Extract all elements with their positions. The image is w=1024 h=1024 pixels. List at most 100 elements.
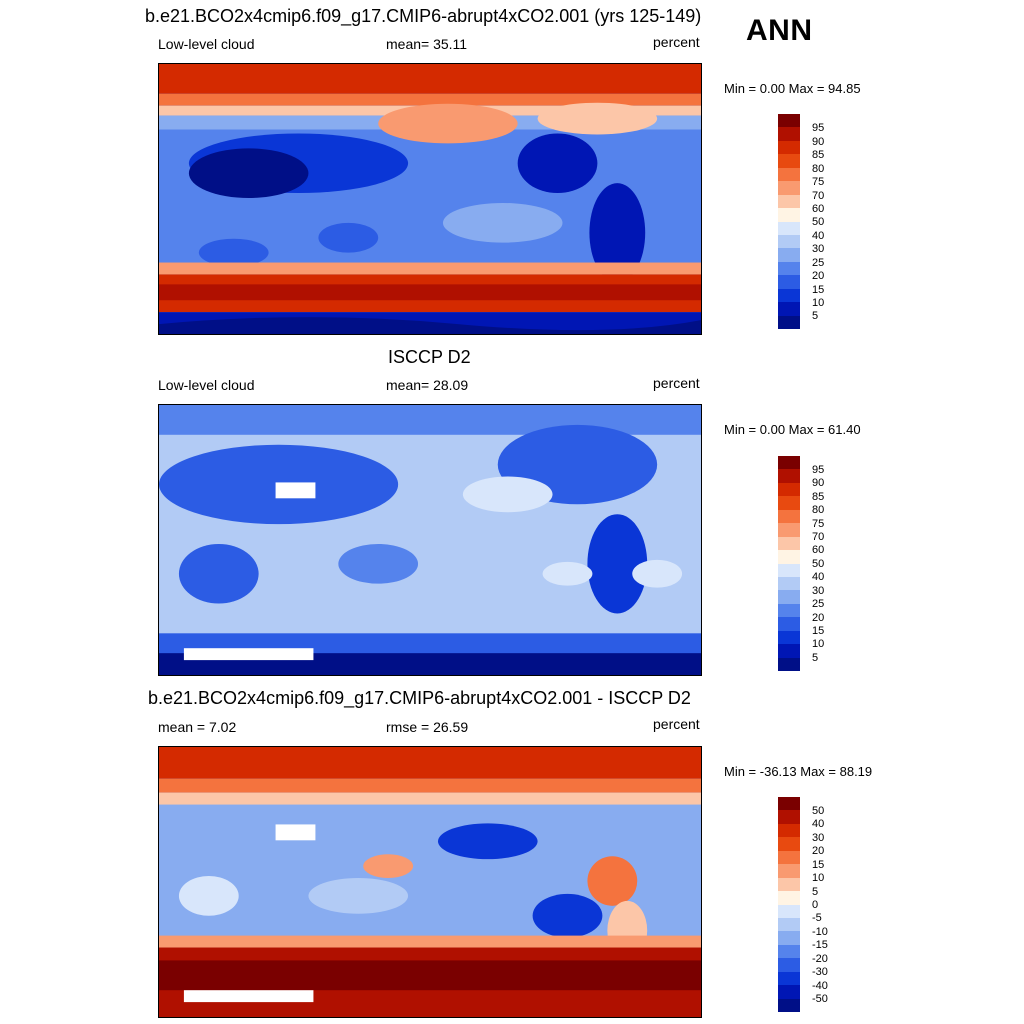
panel-2-colorbar-tick: 90: [812, 477, 825, 489]
panel-3-colorbar-tick: -30: [812, 966, 828, 978]
panel-1-colorbar-tick: 80: [812, 163, 825, 175]
panel-3-colorbar-swatch: [778, 958, 800, 972]
panel-1-colorbar-swatch: [778, 181, 800, 195]
panel-3-mean-label: mean = 7.02: [158, 719, 237, 735]
panel-2-units-label: percent: [653, 375, 700, 391]
panel-2-colorbar-tick: 40: [812, 571, 825, 583]
panel-2-colorbar-swatch: [778, 536, 800, 551]
panel-3-colorbar-swatch: [778, 917, 800, 932]
panel-2-colorbar-swatch: [778, 617, 800, 631]
panel-3-colorbar-swatch: [778, 971, 800, 986]
panel-3-colorbar: [778, 797, 800, 1012]
panel-1-colorbar-swatch: [778, 315, 800, 329]
panel-3-colorbar-tick: -20: [812, 953, 828, 965]
panel-1-colorbar-swatch: [778, 234, 800, 249]
panel-2-colorbar-swatch: [778, 523, 800, 537]
panel-2-colorbar-swatch: [778, 644, 800, 658]
panel-3-colorbar-tick: -5: [812, 912, 822, 924]
panel-3-colorbar-tick: -15: [812, 939, 828, 951]
panel-2-colorbar-swatch: [778, 509, 800, 524]
panel-1-colorbar-tick: 70: [812, 190, 825, 202]
panel-1-units-label: percent: [653, 34, 700, 50]
panel-2-map: [158, 404, 702, 676]
panel-3-colorbar-swatch: [778, 823, 800, 838]
panel-1-colorbar-tick: 30: [812, 243, 825, 255]
panel-1-colorbar-tick: 95: [812, 122, 825, 134]
panel-1-colorbar-swatch: [778, 288, 800, 303]
panel-2-colorbar-tick: 20: [812, 612, 825, 624]
panel-2-colorbar-tick: 75: [812, 518, 825, 530]
panel-2-colorbar-tick: 60: [812, 544, 825, 556]
panel-2-colorbar-swatch: [778, 550, 800, 564]
panel-3-title: b.e21.BCO2x4cmip6.f09_g17.CMIP6-abrupt4x…: [148, 688, 691, 708]
panel-1-colorbar-swatch: [778, 194, 800, 209]
panel-2-colorbar-swatch: [778, 469, 800, 483]
panel-1-field: [159, 64, 701, 334]
panel-1-colorbar-tick: 50: [812, 216, 825, 228]
panel-2-colorbar-tick: 80: [812, 504, 825, 516]
panel-1-colorbar-swatch: [778, 261, 800, 276]
panel-2-field: [159, 405, 701, 675]
panel-3-colorbar-tick: -50: [812, 993, 828, 1005]
panel-2-colorbar-tick: 10: [812, 638, 825, 650]
panel-1-mean-label: mean= 35.11: [386, 36, 468, 52]
panel-3-colorbar-tick: 0: [812, 899, 819, 911]
panel-1-colorbar: [778, 114, 800, 329]
panel-2-colorbar-tick: 5: [812, 652, 819, 664]
panel-2-colorbar-swatch: [778, 630, 800, 645]
panel-1-map: [158, 63, 702, 335]
panel-3-colorbar-tick: -40: [812, 980, 828, 992]
panel-3-colorbar-swatch: [778, 891, 800, 905]
panel-2-colorbar-swatch: [778, 482, 800, 497]
panel-1-colorbar-swatch: [778, 167, 800, 182]
panel-2-colorbar-swatch: [778, 576, 800, 591]
panel-3-colorbar-tick: 5: [812, 886, 819, 898]
panel-3-colorbar-swatch: [778, 864, 800, 878]
panel-3-colorbar-swatch: [778, 797, 800, 811]
panel-2-colorbar-tick: 95: [812, 464, 825, 476]
panel-1-colorbar-swatch: [778, 248, 800, 262]
panel-1-variable-label: Low-level cloud: [158, 36, 255, 52]
panel-2-mean-label: mean= 28.09: [386, 377, 469, 393]
panel-3-rmse-label: rmse = 26.59: [386, 719, 469, 735]
panel-1-colorbar-swatch: [778, 154, 800, 168]
panel-1-colorbar-swatch: [778, 208, 800, 222]
panel-1-minmax: Min = 0.00 Max = 94.85: [724, 81, 861, 96]
panel-2-title: ISCCP D2: [388, 347, 471, 367]
panel-2-colorbar-tick: 85: [812, 491, 825, 503]
panel-2-colorbar-tick: 30: [812, 585, 825, 597]
panel-1-colorbar-tick: 40: [812, 230, 825, 242]
panel-3-colorbar-tick: 50: [812, 805, 825, 817]
panel-1-colorbar-swatch: [778, 302, 800, 316]
panel-1-colorbar-swatch: [778, 127, 800, 141]
panel-1-colorbar-tick: 25: [812, 257, 825, 269]
panel-3-colorbar-tick: 30: [812, 832, 825, 844]
panel-2-colorbar: [778, 456, 800, 671]
panel-2-colorbar-swatch: [778, 496, 800, 510]
panel-3-colorbar-swatch: [778, 931, 800, 945]
panel-3-colorbar-swatch: [778, 904, 800, 918]
panel-3-colorbar-tick: 40: [812, 818, 825, 830]
panel-3-colorbar-tick: 15: [812, 859, 825, 871]
panel-3-colorbar-tick: 20: [812, 845, 825, 857]
panel-3-field: [159, 747, 701, 1017]
panel-3-minmax: Min = -36.13 Max = 88.19: [724, 764, 873, 779]
panel-2-colorbar-swatch: [778, 456, 800, 470]
panel-3-map: [158, 746, 702, 1018]
panel-3-colorbar-tick: -10: [812, 926, 828, 938]
panel-2-colorbar-tick: 50: [812, 558, 825, 570]
panel-1-colorbar-tick: 85: [812, 149, 825, 161]
panel-1-colorbar-tick: 60: [812, 203, 825, 215]
panel-1-colorbar-swatch: [778, 221, 800, 235]
panel-3-units-label: percent: [653, 716, 700, 732]
panel-2-colorbar-tick: 70: [812, 531, 825, 543]
panel-1-colorbar-tick: 90: [812, 136, 825, 148]
panel-3-colorbar-swatch: [778, 944, 800, 959]
panel-1-title: b.e21.BCO2x4cmip6.f09_g17.CMIP6-abrupt4x…: [145, 6, 702, 26]
panel-1-colorbar-tick: 5: [812, 310, 819, 322]
panel-1-colorbar-swatch: [778, 275, 800, 289]
panel-2-colorbar-swatch: [778, 603, 800, 618]
panel-2-colorbar-tick: 15: [812, 625, 825, 637]
panel-1-colorbar-tick: 75: [812, 176, 825, 188]
panel-3-colorbar-swatch: [778, 877, 800, 892]
